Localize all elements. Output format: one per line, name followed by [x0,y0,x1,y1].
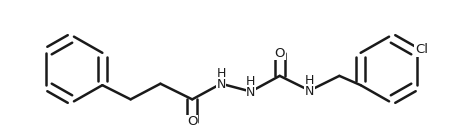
Text: H: H [305,74,314,87]
Text: H: H [216,67,226,80]
Text: O: O [187,115,198,128]
Text: Cl: Cl [415,43,428,56]
Text: N: N [216,78,226,91]
Text: H: H [246,75,255,88]
Text: O: O [274,47,285,60]
Text: N: N [246,86,255,99]
Text: N: N [305,85,314,98]
